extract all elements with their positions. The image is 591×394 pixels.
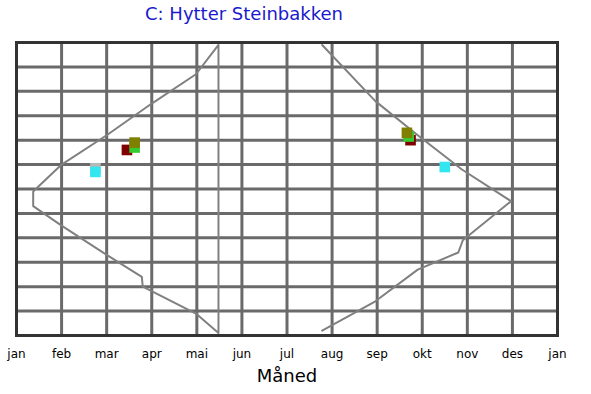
- svg-text:jan: jan: [547, 347, 566, 361]
- svg-text:jan: jan: [6, 347, 25, 361]
- svg-text:feb: feb: [52, 347, 71, 361]
- svg-text:mar: mar: [95, 347, 119, 361]
- svg-text:mai: mai: [186, 347, 208, 361]
- svg-text:nov: nov: [456, 347, 478, 361]
- svg-text:des: des: [502, 347, 523, 361]
- svg-text:okt: okt: [413, 347, 432, 361]
- html-text:C: Hytter Steinbakken: C: Hytter Steinbakken: [145, 3, 343, 24]
- svg-text:Måned: Måned: [257, 365, 317, 386]
- svg-text:aug: aug: [321, 347, 344, 361]
- svg-text:jun: jun: [232, 347, 252, 361]
- svg-text:jul: jul: [279, 347, 294, 361]
- svg-text:sep: sep: [367, 347, 388, 361]
- svg-text:apr: apr: [142, 347, 162, 361]
